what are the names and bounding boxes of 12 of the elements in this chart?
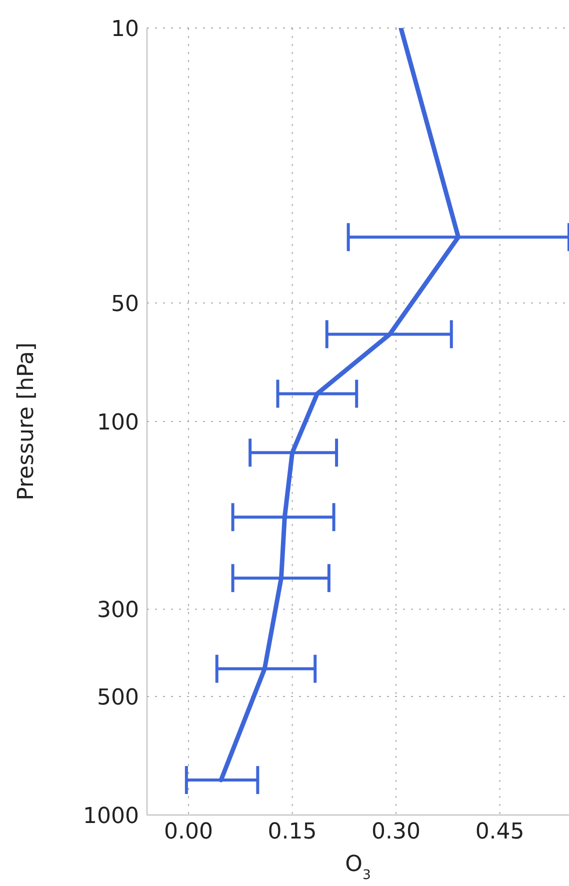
x-tick-label: 0.45 xyxy=(475,820,524,845)
y-tick-label: 50 xyxy=(111,292,139,317)
y-tick-label: 500 xyxy=(97,685,139,710)
y-tick-label: 1000 xyxy=(83,804,139,829)
x-axis-title: O$_{3}$ xyxy=(345,852,371,882)
x-tick-label: 0.00 xyxy=(164,820,213,845)
y-axis-title: Pressure [hPa] xyxy=(14,342,39,500)
y-tick-label: 10 xyxy=(111,16,139,42)
y-tick-label: 300 xyxy=(97,598,139,624)
x-tick-label: 0.15 xyxy=(268,820,317,845)
y-tick-label: 100 xyxy=(97,410,139,436)
x-tick-label: 0.30 xyxy=(372,820,421,845)
